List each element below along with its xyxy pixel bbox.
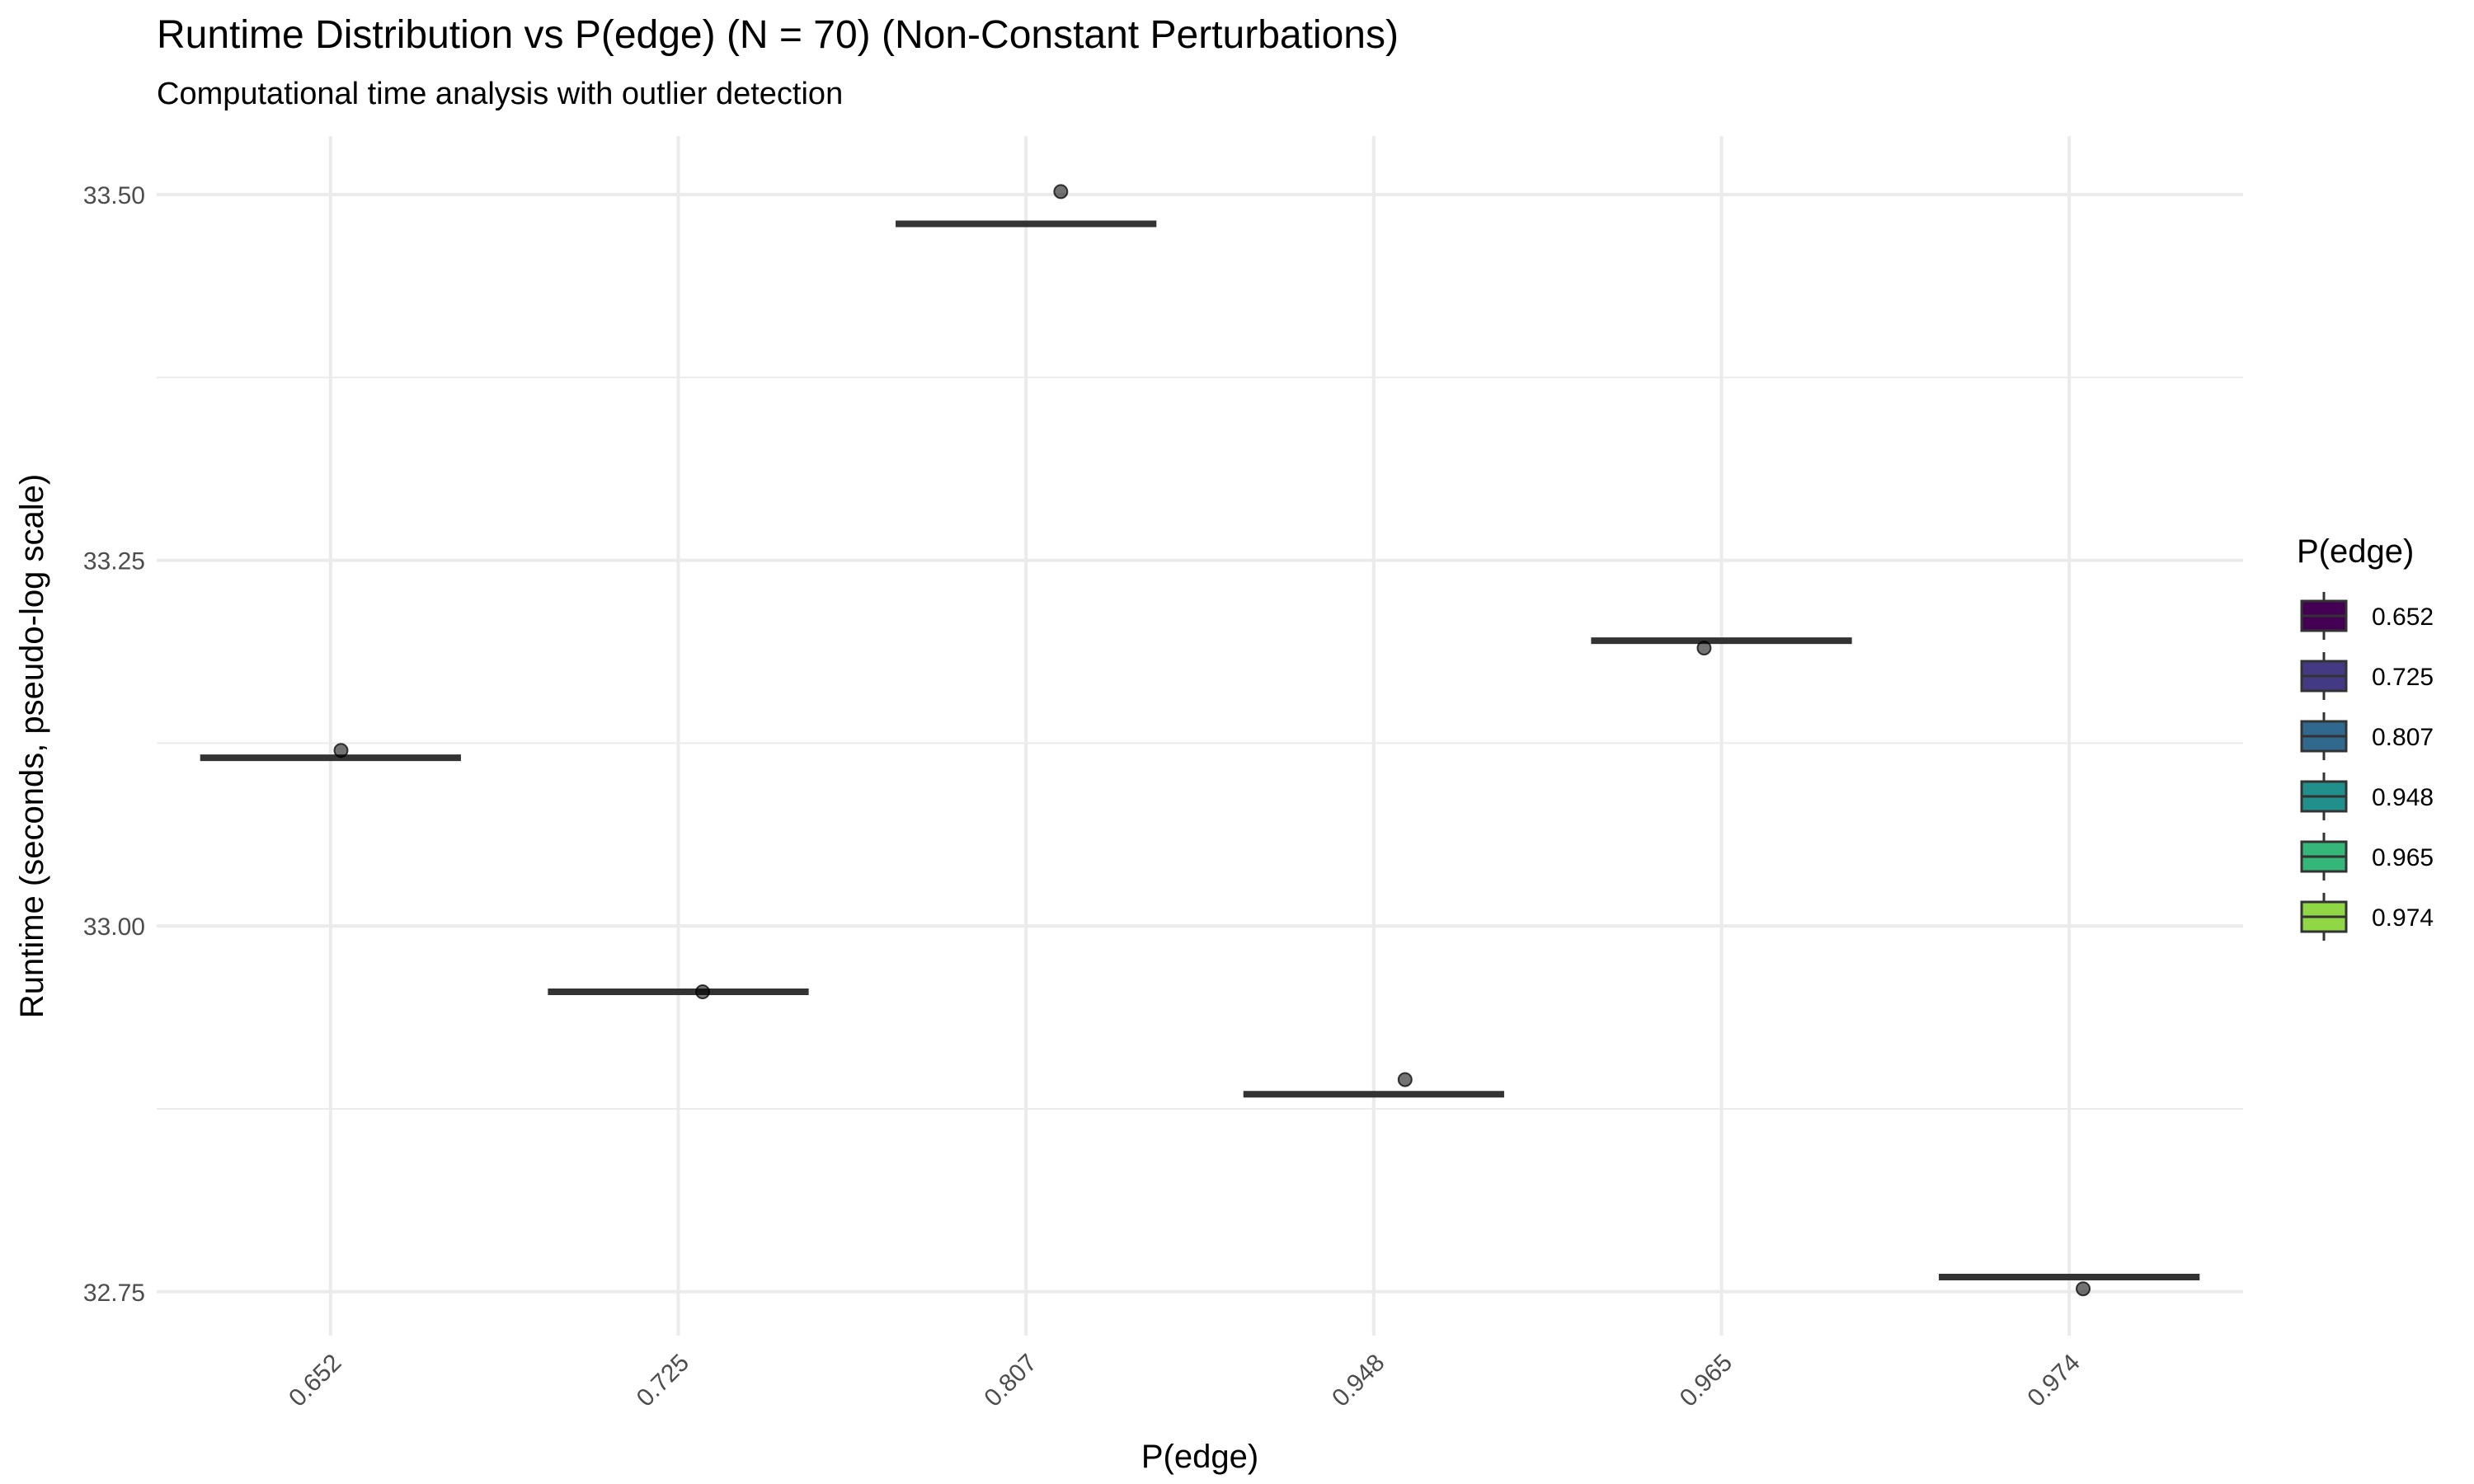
chart-subtitle: Computational time analysis with outlier…	[157, 77, 843, 111]
x-tick-label: 0.807	[979, 1349, 1042, 1411]
legend: P(edge) 0.652 0.725 0.807 0.948 0.965 0.974	[2297, 533, 2434, 941]
x-tick-label: 0.652	[284, 1349, 346, 1411]
data-point-0.965	[1696, 641, 1712, 656]
x-axis-title: P(edge)	[1141, 1439, 1258, 1475]
legend-item-0.948: 0.948	[2300, 773, 2434, 820]
legend-item-0.725: 0.725	[2300, 652, 2434, 700]
chart-title: Runtime Distribution vs P(edge) (N = 70)…	[157, 13, 1399, 57]
legend-item-0.974: 0.974	[2300, 893, 2434, 941]
box-medians	[200, 220, 2200, 1281]
y-axis-ticks: 32.75 33.00 33.25 33.50	[83, 182, 145, 1307]
x-tick-label: 0.965	[1675, 1349, 1738, 1411]
legend-title: P(edge)	[2297, 533, 2414, 570]
data-point-0.652	[333, 743, 349, 758]
y-axis-title: Runtime (seconds, pseudo-log scale)	[14, 474, 50, 1018]
data-point-0.807	[1053, 184, 1069, 200]
legend-items: 0.652 0.725 0.807 0.948 0.965 0.974	[2300, 592, 2434, 941]
y-tick-label: 33.25	[83, 548, 145, 575]
legend-label: 0.725	[2372, 664, 2434, 691]
legend-label: 0.974	[2372, 904, 2434, 932]
x-axis-ticks: 0.652 0.725 0.807 0.948 0.965 0.974	[284, 1349, 2086, 1411]
legend-label: 0.652	[2372, 603, 2434, 631]
legend-item-0.652: 0.652	[2300, 592, 2434, 640]
y-tick-label: 33.00	[83, 913, 145, 941]
legend-label: 0.965	[2372, 844, 2434, 871]
data-point-0.948	[1397, 1072, 1413, 1087]
x-tick-label: 0.974	[2022, 1349, 2085, 1411]
y-tick-label: 32.75	[83, 1280, 145, 1307]
legend-item-0.807: 0.807	[2300, 712, 2434, 760]
outlier-points	[333, 184, 2091, 1297]
plot-area	[157, 136, 2243, 1336]
legend-label: 0.948	[2372, 784, 2434, 811]
legend-label: 0.807	[2372, 724, 2434, 751]
x-tick-label: 0.948	[1327, 1349, 1390, 1411]
y-tick-label: 33.50	[83, 182, 145, 209]
grid-lines	[157, 136, 2243, 1336]
data-point-0.725	[695, 984, 711, 1000]
x-tick-label: 0.725	[632, 1349, 694, 1411]
data-point-0.974	[2076, 1281, 2091, 1297]
legend-item-0.965: 0.965	[2300, 833, 2434, 881]
